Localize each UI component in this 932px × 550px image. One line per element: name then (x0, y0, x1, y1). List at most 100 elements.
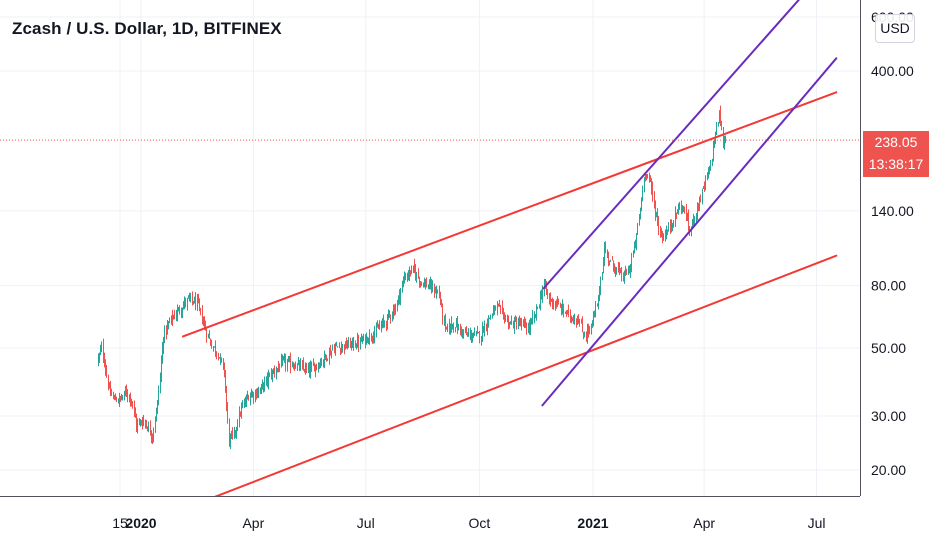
candle-body (377, 325, 378, 328)
candle-body (652, 187, 653, 197)
candle-body (505, 319, 506, 322)
candle-body (263, 382, 264, 389)
candle-body (668, 224, 669, 231)
candle-body (582, 322, 583, 332)
candle-body (407, 276, 408, 279)
candle-body (513, 321, 514, 328)
candle-body (712, 158, 713, 163)
candle-body (355, 346, 356, 348)
candle-body (108, 377, 109, 388)
candle-body (723, 129, 724, 146)
candle-body (662, 236, 663, 240)
candle-body (261, 385, 262, 391)
candle-body (227, 404, 228, 421)
candle-body (566, 311, 567, 315)
candle-body (389, 313, 390, 315)
candle-body (379, 326, 380, 329)
candle-body (358, 339, 359, 346)
candle-body (424, 282, 425, 286)
candle-body (304, 369, 305, 372)
candle-body (251, 394, 252, 398)
candle-body (418, 272, 419, 278)
candle-body (392, 314, 393, 317)
candle-body (136, 417, 137, 428)
candle-body (646, 174, 647, 177)
candle-body (504, 313, 505, 321)
candle-body (560, 304, 561, 307)
candle-body (111, 393, 112, 396)
candle-body (362, 339, 363, 341)
candle-body (348, 340, 349, 347)
candle-body (158, 390, 159, 402)
candle-body (661, 233, 662, 237)
candle-body (708, 171, 709, 178)
current-price-tag: 238.05 13:38:17 (863, 131, 929, 177)
candle-body (446, 327, 447, 329)
candle-body (115, 396, 116, 401)
candle-body (571, 317, 572, 319)
candle-body (528, 326, 529, 331)
candle-body (479, 331, 480, 340)
candle-body (305, 367, 306, 373)
candle-body (593, 315, 594, 322)
red-channel-lower[interactable] (195, 254, 838, 505)
purple-channel-lower[interactable] (541, 57, 838, 407)
candle-body (492, 314, 493, 316)
purple-channel-upper[interactable] (542, 0, 814, 290)
candle-body (721, 125, 722, 130)
candle-body (402, 284, 403, 291)
candle-body (366, 336, 367, 343)
candle-body (549, 294, 550, 299)
candle-body (683, 206, 684, 208)
red-channel-upper[interactable] (181, 91, 838, 338)
candle-body (334, 349, 335, 353)
candle-body (636, 233, 637, 244)
candle-body (162, 347, 163, 362)
candle-body (198, 298, 199, 303)
candle-body (361, 338, 362, 342)
candle-body (705, 177, 706, 186)
candle-body (572, 318, 573, 321)
candle-body (470, 333, 471, 335)
candle-body (625, 271, 626, 273)
candle-body (297, 363, 298, 367)
candle-body (224, 364, 225, 374)
chart-title: Zcash / U.S. Dollar, 1D, BITFINEX (12, 19, 282, 38)
candle-body (447, 324, 448, 329)
candle-body (686, 210, 687, 220)
candle-body (515, 320, 516, 322)
candle-body (509, 324, 510, 327)
candle-body (578, 320, 579, 324)
candle-body (274, 371, 275, 373)
candle-body (650, 176, 651, 181)
candle-body (518, 324, 519, 329)
candle-body (547, 292, 548, 295)
candle-body (311, 364, 312, 366)
candle-body (320, 361, 321, 367)
trend-lines[interactable] (181, 0, 838, 505)
currency-button[interactable]: USD (875, 14, 915, 43)
candle-body (98, 357, 99, 360)
candle-body (631, 257, 632, 267)
candle-body (194, 298, 195, 304)
candle-body (395, 307, 396, 312)
candle-body (290, 358, 291, 368)
candle-body (268, 375, 269, 383)
candle-body (698, 203, 699, 207)
candle-body (195, 297, 196, 307)
candle-body (707, 177, 708, 179)
candle-body (478, 332, 479, 334)
candle-body (164, 328, 165, 341)
candle-body (654, 197, 655, 203)
price-tick-label: 30.00 (871, 408, 906, 424)
candle-body (658, 220, 659, 230)
candle-body (620, 269, 621, 271)
candle-body (552, 299, 553, 305)
candle-body (437, 292, 438, 294)
candle-body (499, 304, 500, 307)
candle-body (393, 309, 394, 315)
candle-body (458, 325, 459, 331)
candle-body (218, 354, 219, 358)
